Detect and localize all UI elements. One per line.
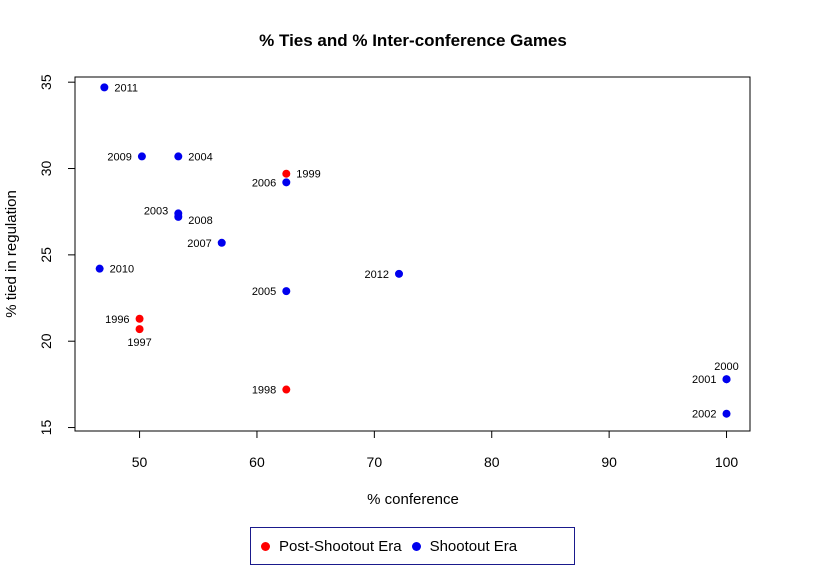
y-tick-label: 20 [38,333,54,349]
point-label-2009: 2009 [107,151,131,163]
data-point-2009 [137,152,146,161]
x-axis: 50 60 70 80 90 100 [132,430,739,470]
y-tick-label: 25 [38,247,54,263]
data-point-2001 [722,375,731,384]
x-tick-label: 60 [249,454,265,470]
legend: Post-Shootout Era Shootout Era [250,527,575,565]
x-tick-label: 100 [715,454,739,470]
data-point-2002 [722,409,731,418]
point-label-2008: 2008 [188,215,212,227]
x-tick-label: 70 [367,454,383,470]
legend-marker-post-shootout [261,541,270,551]
x-tick-label: 90 [601,454,617,470]
data-point-2012 [395,269,403,278]
data-point-2007 [217,238,226,247]
point-label-2010: 2010 [110,264,134,276]
data-point-2008 [174,212,183,221]
legend-label-post-shootout: Post-Shootout Era [279,537,402,555]
point-label-2004: 2004 [188,151,212,163]
y-tick-label: 30 [38,161,54,177]
point-label-2002: 2002 [692,409,716,421]
point-labels: 1999 1996 1997 1998 2011 2009 2004 2006 2003 2008… [105,82,739,420]
point-label-1998: 1998 [252,385,276,397]
x-axis-label: % conference [367,491,459,508]
point-label-2007: 2007 [187,238,211,250]
data-point-1998 [282,385,291,394]
x-tick-label: 50 [132,454,148,470]
y-axis-label: % tied in regulation [3,190,20,318]
y-tick-label: 35 [38,74,54,90]
point-label-2012: 2012 [365,269,389,281]
scatter-chart: % Ties and % Inter-conference Games 50 60… [3,31,751,508]
data-point-2005 [282,287,291,296]
legend-marker-shootout [411,541,421,551]
point-label-2006: 2006 [252,177,276,189]
x-tick-label: 80 [484,454,500,470]
data-points [95,83,731,418]
data-point-1999 [282,169,291,178]
point-label-2005: 2005 [252,286,276,298]
legend-item-shootout: Shootout Era [411,537,518,555]
point-label-2003: 2003 [144,205,168,217]
data-point-1996 [135,314,144,323]
point-label-2001: 2001 [692,374,716,386]
data-point-2004 [174,152,183,161]
point-label-2011: 2011 [114,82,138,94]
point-label-1997: 1997 [127,337,151,349]
point-label-1996: 1996 [105,314,129,326]
data-point-2011 [100,83,109,92]
data-point-2010 [95,264,104,273]
legend-item-post-shootout: Post-Shootout Era [261,538,402,555]
plot-frame [74,76,751,432]
chart-title: % Ties and % Inter-conference Games [259,31,567,50]
data-point-1997 [135,325,144,334]
y-axis: 15 20 25 30 35 [38,74,76,436]
point-label-1999: 1999 [296,169,320,181]
data-point-2006 [282,178,291,187]
y-tick-label: 15 [38,420,54,436]
legend-label-shootout: Shootout Era [429,537,518,555]
point-label-2000: 2000 [714,361,738,373]
